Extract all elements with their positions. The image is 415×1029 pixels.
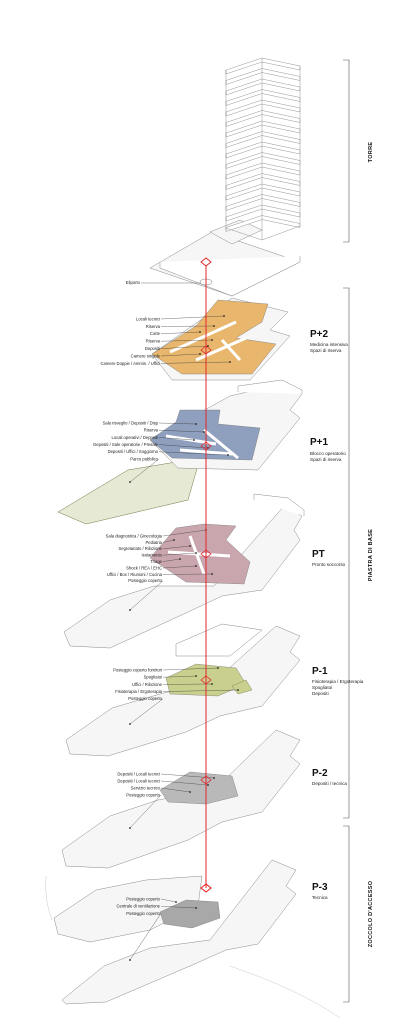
p1-wall [238,380,302,394]
pt-room-label: Posteggio coperto [128,578,162,583]
pm3-leader-dot [195,907,197,909]
pm1-leader-dot [237,689,239,691]
level-p1: P+1 Blocco operatorio Spazi di riserva S… [58,380,346,524]
pt-desc-1: Pronto soccorso [312,562,346,567]
section-torre-label: TORRE [368,142,374,163]
p1-leader-dot [193,439,195,441]
p1-room-label: Depositi / Uffici / Soggiorno [108,449,159,454]
p2-desc-1: Medicina intensiva [310,342,348,347]
pm2-desc-1: Depositi / tecnica [312,781,347,786]
p1-room-label: Sala risveglio / Depositi / Disp [103,420,159,425]
p2-leader-dot [213,325,215,327]
pm2-leader-dot [189,791,191,793]
p1-level-name: P+1 [310,437,329,448]
p2-level-name: P+2 [310,329,329,340]
eliporto-label: Eliporto [126,280,141,285]
bracket-zoccolo [343,826,349,1002]
pt-leader-dot [195,552,197,554]
pm2-room-label: Posteggio coperto [126,792,160,797]
pt-room-label: Segretariato / Rilozione [118,546,162,551]
p1-desc-1: Blocco operatorio [310,451,346,456]
pm3-desc-1: Tecnica [312,895,328,900]
pm1-desc-2: Spogliatoi [312,685,332,690]
pm2-room-label: Depositi / Locali tecnici [117,778,160,783]
pm2-leader-dot [129,827,131,829]
pt-leader-dot [179,558,181,560]
pt-leader-dot [173,539,175,541]
section-brackets: TORRE PIASTRA DI BASE ZOCCOLO D'ACCESSO [343,60,374,1002]
tower-floors [226,58,300,240]
pt-leader-dot [189,545,191,547]
p2-room-label: Camere singole [131,353,161,358]
pm1-room-label: Spogliatoi [144,675,162,680]
section-zoccolo-label: ZOCCOLO D'ACCESSO [368,880,374,947]
p2-room-label: Locali tecnici [136,316,160,321]
pm3-room-label: Posteggio coperto [126,911,160,916]
p2-room-label: Riserva [146,339,161,344]
pm1-leader-dot [217,667,219,669]
p1-leader-dot [227,454,229,456]
pm3-room-label: Centrale di ventilazione [116,904,160,909]
pt-room-label: Pediatria [145,540,162,545]
pm3-leader-dot [175,901,177,903]
p2-leader-dot [229,361,231,363]
pm1-desc-1: Fisioterapia / Ergoterapia [312,679,364,684]
pm1-room-label: Posteggio coperto [128,696,162,701]
pm1-leader-dot [195,675,197,677]
p1-room-label: Depositi / Sale operatorie / Presale [93,442,158,447]
pt-room-label: Isolamento [142,553,163,558]
p1-room-label: Riserva [144,428,159,433]
pm2-room-label: Servizio tecnico [131,785,161,790]
bracket-piastra [343,288,349,818]
p1-leader-dot [129,481,131,483]
pt-leader-dot [129,609,131,611]
p2-leader-dot [211,339,213,341]
p1-leader-dot [195,423,197,425]
p2-room-label: Riserva [146,324,161,329]
pm1-leader-dot [129,723,131,725]
pt-level-name: PT [312,549,325,560]
pt-leader-dot [195,565,197,567]
p1-desc-2: Spazi di riserva [310,457,342,462]
pt-room-label: Shock / REA / EHC [126,565,162,570]
pt-room-label: Sala diagnostica / Ginecologia [106,533,163,538]
p2-desc-2: Spazi di riserva [310,348,342,353]
p1-room-label: Locali operativi / Depositi [111,435,158,440]
tower [150,58,300,296]
p1-leader-dot [203,431,205,433]
pm2-leader-dot [213,777,215,779]
pt-room-label: Triage [150,559,162,564]
section-piastra-label: PIASTRA DI BASE [368,529,374,581]
pm3-room-label: Posteggio coperto [126,896,160,901]
pm2-room-label: Depositi / Locali tecnici [117,771,160,776]
pm3-level-name: P-3 [312,882,328,893]
bracket-torre [343,60,349,242]
level-pm3: P-3 Tecnica Posteggio coperto Centrale di… [54,860,328,1004]
p2-room-label: Corte [150,331,161,336]
pm2-level-name: P-2 [312,768,328,779]
pm1-leader-dot [211,683,213,685]
p2-room-label: Depositi [145,346,160,351]
pm1-room-label: Fisioterapia / Ergoterapia [115,689,162,694]
pm1-level-name: P-1 [312,666,328,677]
pm3-leader-dot [129,959,131,961]
level-p2: P+2 Medicina intensiva Spazi di riserva … [101,298,349,380]
p2-room-label: Camere Doppie / Ammin. / Uffici [101,361,161,366]
p2-leader-dot [223,315,225,317]
p1-room-label: Parco pubblico [130,456,158,461]
pm1-room-label: Posteggio coperto fornitori [113,667,162,672]
p2-leader-dot [199,353,201,355]
pm2-leader-dot [207,784,209,786]
tower-base-edge [160,256,300,296]
pt-leader-dot [211,573,213,575]
pt-room-label: Uffici / Box / Riunioni / Cucina [107,572,163,577]
p2-leader-dot [199,331,201,333]
pm1-desc-3: Depositi [312,691,329,696]
pm1-room-label: Uffici / Rilozione [132,682,163,687]
